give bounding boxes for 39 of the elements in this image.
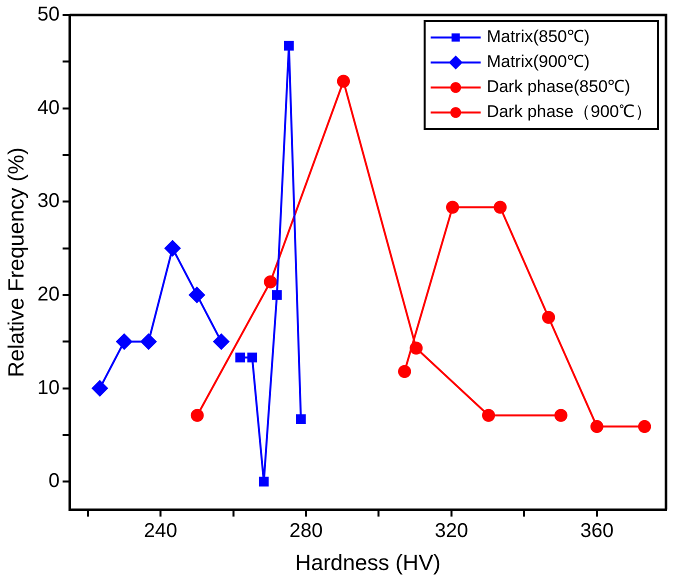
point — [213, 334, 230, 350]
point — [554, 408, 568, 422]
point — [258, 476, 269, 486]
legend-label: Matrix(850℃) — [486, 27, 590, 46]
x-tick-label: 240 — [144, 520, 178, 542]
point — [140, 334, 157, 350]
point — [638, 420, 652, 434]
point — [164, 240, 181, 256]
y-axis-title: Relative Frequency (%) — [3, 147, 28, 378]
y-tick-label: 40 — [37, 96, 60, 119]
point — [247, 352, 258, 362]
point — [190, 408, 204, 422]
y-tick-label: 20 — [37, 283, 60, 306]
point — [264, 275, 277, 288]
point — [296, 414, 306, 424]
legend-label: Dark phase（900℃） — [486, 102, 652, 122]
legend-label: Dark phase(850℃) — [486, 77, 630, 96]
point — [398, 364, 412, 378]
y-tick-label: 30 — [37, 190, 60, 212]
x-tick-label: 280 — [289, 520, 323, 542]
point — [116, 334, 132, 350]
point — [482, 408, 496, 422]
x-axis-title: Hardness (HV) — [295, 550, 441, 575]
point — [92, 380, 108, 396]
point — [590, 420, 604, 434]
point — [272, 290, 282, 300]
legend-label: Matrix(900℃) — [486, 52, 590, 72]
point — [284, 40, 294, 51]
point — [235, 352, 246, 362]
point — [336, 74, 350, 88]
y-tick-label: 50 — [37, 4, 60, 26]
point — [446, 200, 460, 214]
y-tick-label: 0 — [48, 470, 60, 492]
point — [494, 200, 507, 214]
x-tick-label: 360 — [580, 520, 614, 542]
x-tick-label: 320 — [434, 520, 468, 542]
point — [542, 310, 556, 324]
y-tick-label: 10 — [37, 376, 60, 399]
point — [188, 286, 205, 303]
